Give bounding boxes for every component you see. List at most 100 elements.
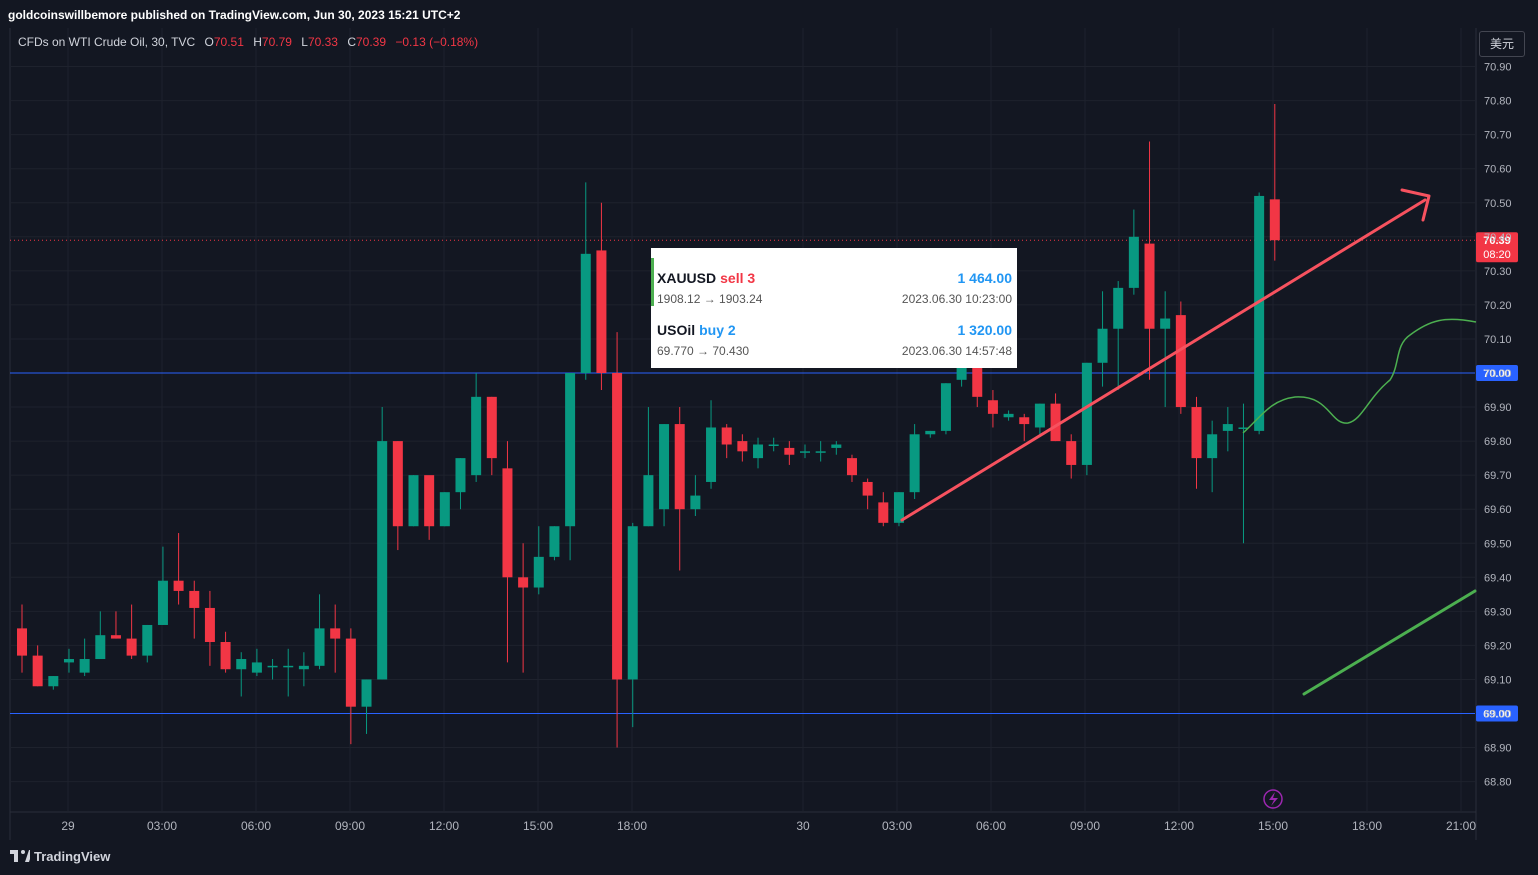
time-tick-label: 03:00 bbox=[147, 819, 177, 833]
price-tick-label: 69.70 bbox=[1484, 470, 1512, 482]
price-tick-label: 70.30 bbox=[1484, 266, 1512, 278]
time-tick-label: 21:00 bbox=[1446, 819, 1476, 833]
time-tick-label: 30 bbox=[796, 819, 810, 833]
candle-body bbox=[706, 427, 717, 482]
price-tick-label: 70.10 bbox=[1484, 334, 1512, 346]
candle-body bbox=[815, 451, 826, 453]
close-value: 70.39 bbox=[356, 35, 387, 49]
time-tick-label: 15:00 bbox=[523, 819, 553, 833]
trade-prices: 69.770 → 70.430 bbox=[657, 344, 750, 358]
candle-body bbox=[643, 475, 654, 527]
candle-body bbox=[737, 441, 748, 452]
candle-body bbox=[502, 468, 513, 578]
level-label: 69.00 bbox=[1483, 709, 1511, 721]
candle-body bbox=[925, 430, 936, 435]
price-axis: 68.80 68.90 69.00 69.10 69.20 69.30 69.40 69.50… bbox=[1484, 62, 1512, 789]
high-label: H bbox=[253, 35, 262, 49]
candle-body bbox=[157, 580, 168, 625]
price-tick-label: 70.20 bbox=[1484, 300, 1512, 312]
candle-body bbox=[17, 628, 27, 656]
high-value: 70.79 bbox=[261, 35, 292, 49]
candle-body bbox=[1207, 434, 1218, 459]
candle-body bbox=[283, 665, 294, 668]
lightning-icon[interactable] bbox=[1263, 789, 1283, 809]
price-chart[interactable]: 70.00 69.00 70.39 08:20 68.80 68.90 69.00 69.1… bbox=[0, 0, 1538, 840]
candle-body bbox=[314, 628, 325, 666]
candle-body bbox=[1066, 441, 1077, 465]
countdown-label: 08:20 bbox=[1483, 249, 1511, 261]
close-label: C bbox=[347, 35, 356, 49]
candle-body bbox=[1175, 315, 1186, 408]
price-tick-label: 69.80 bbox=[1484, 436, 1512, 448]
price-tick-label: 70.80 bbox=[1484, 96, 1512, 108]
candle-body bbox=[800, 451, 810, 453]
time-tick-label: 15:00 bbox=[1258, 819, 1288, 833]
candle-body bbox=[471, 396, 482, 476]
candle-body bbox=[330, 628, 341, 639]
candle-body bbox=[204, 607, 215, 642]
price-tick-label: 69.30 bbox=[1484, 606, 1512, 618]
candle-body bbox=[1113, 287, 1124, 329]
price-tick-label: 70.40 bbox=[1484, 232, 1512, 244]
top-bar: goldcoinswillbemore published on Trading… bbox=[0, 0, 1538, 28]
green-projection-curve bbox=[1242, 318, 1477, 434]
symbol-title: CFDs on WTI Crude Oil, 30, TVC bbox=[18, 35, 196, 49]
candle-body bbox=[361, 679, 372, 707]
currency-button[interactable]: 美元 bbox=[1479, 31, 1525, 57]
published-info: goldcoinswillbemore published on Trading… bbox=[8, 8, 461, 22]
price-tick-label: 69.50 bbox=[1484, 538, 1512, 550]
trade-amount: 1 464.00 bbox=[957, 270, 1013, 286]
time-tick-label: 12:00 bbox=[1164, 819, 1194, 833]
price-tick-label: 70.50 bbox=[1484, 198, 1512, 210]
candle-body bbox=[1191, 407, 1202, 459]
candle-body bbox=[424, 475, 435, 527]
candle-body bbox=[862, 481, 873, 496]
candle-body bbox=[518, 577, 529, 588]
candle-body bbox=[142, 624, 153, 656]
candle-body bbox=[1003, 413, 1014, 418]
trade-amount: 1 320.00 bbox=[957, 322, 1013, 338]
candle-body bbox=[345, 638, 356, 707]
green-trendline bbox=[1302, 589, 1477, 696]
tradingview-logo[interactable]: TradingView bbox=[10, 849, 110, 864]
tradingview-icon bbox=[10, 850, 30, 862]
price-tick-label: 70.00 bbox=[1484, 368, 1512, 380]
current-price-tag bbox=[1476, 232, 1518, 263]
trade-symbol: USOil buy 2 bbox=[657, 322, 736, 338]
time-tick-label: 09:00 bbox=[335, 819, 365, 833]
price-tick-label: 70.70 bbox=[1484, 130, 1512, 142]
red-arrowhead bbox=[1400, 188, 1431, 222]
candle-body bbox=[79, 659, 90, 673]
candle-body bbox=[690, 495, 701, 510]
price-tick-label: 69.90 bbox=[1484, 402, 1512, 414]
trend-drawings bbox=[900, 188, 1477, 696]
candle-body bbox=[846, 458, 857, 476]
candle-body bbox=[533, 556, 544, 588]
price-tick-label: 69.00 bbox=[1484, 709, 1512, 721]
candle-body bbox=[408, 475, 419, 527]
time-tick-label: 09:00 bbox=[1070, 819, 1100, 833]
candle-body bbox=[173, 580, 184, 591]
change-value: −0.13 (−0.18%) bbox=[395, 35, 479, 49]
low-label: L bbox=[301, 35, 308, 49]
candle-body bbox=[251, 662, 262, 673]
candle-body bbox=[580, 253, 591, 373]
trade-time: 2023.06.30 14:57:48 bbox=[901, 344, 1012, 358]
candle-body bbox=[1238, 427, 1249, 429]
candle-body bbox=[565, 373, 576, 527]
candle-body bbox=[674, 424, 685, 510]
trade-overlay: XAUUSD sell 3 1 464.00 1908.12 → 1903.24 … bbox=[651, 248, 1017, 368]
candle-body bbox=[486, 396, 497, 459]
time-tick-label: 06:00 bbox=[976, 819, 1006, 833]
candle-body bbox=[95, 635, 106, 660]
time-tick-label: 06:00 bbox=[241, 819, 271, 833]
symbol-legend[interactable]: CFDs on WTI Crude Oil, 30, TVC O70.51 H7… bbox=[18, 35, 478, 49]
candle-body bbox=[298, 665, 309, 670]
candle-body bbox=[987, 400, 998, 414]
current-price-label: 70.39 bbox=[1483, 235, 1511, 247]
candle-body bbox=[32, 655, 43, 687]
trade-item: USOil buy 2 1 320.00 69.770 → 70.430 2023… bbox=[651, 310, 1017, 362]
candle-body bbox=[110, 635, 121, 639]
candle-body bbox=[1097, 328, 1108, 363]
trade-side: sell 3 bbox=[720, 270, 756, 286]
